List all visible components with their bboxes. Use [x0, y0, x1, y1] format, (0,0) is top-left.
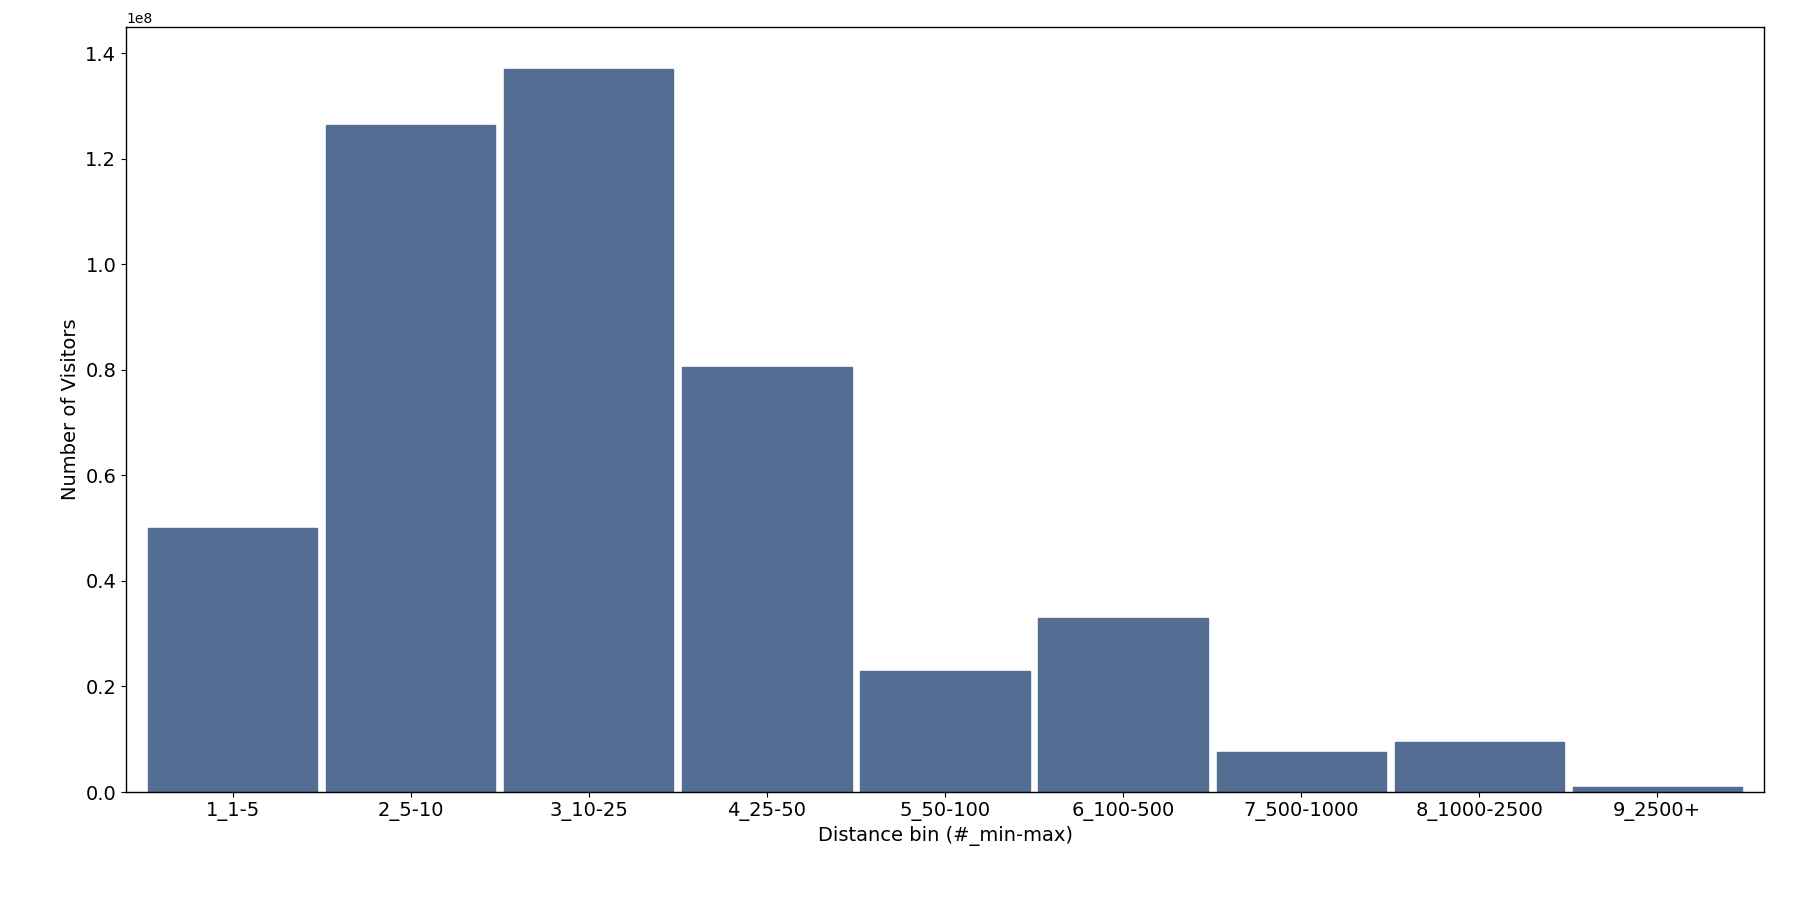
Bar	[504, 69, 673, 792]
Bar	[326, 124, 495, 792]
X-axis label: Distance bin (#_min-max): Distance bin (#_min-max)	[817, 826, 1073, 846]
Bar	[860, 670, 1030, 792]
Y-axis label: Number of Visitors: Number of Visitors	[61, 319, 79, 500]
Bar	[1573, 787, 1742, 792]
Bar	[148, 528, 317, 792]
Bar	[1039, 618, 1208, 792]
Bar	[1395, 742, 1564, 792]
Bar	[1217, 752, 1386, 792]
Bar	[682, 367, 851, 792]
